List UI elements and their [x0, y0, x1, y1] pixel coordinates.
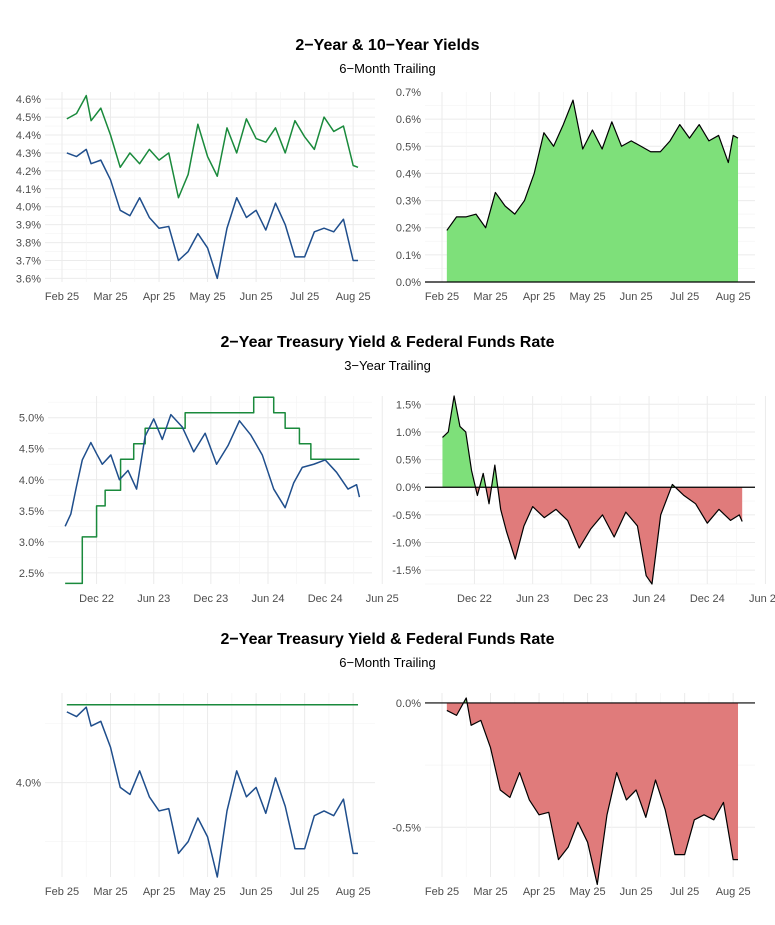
y-tick-label: -0.5% [392, 822, 421, 834]
y-tick-label: 0.4% [396, 168, 421, 180]
x-tick-label: Jun 25 [366, 593, 399, 605]
area-outline [442, 395, 743, 585]
y-tick-label: 3.7% [16, 255, 41, 267]
x-tick-label: May 25 [190, 291, 226, 303]
x-tick-label: Mar 25 [473, 886, 507, 898]
x-tick-label: Jun 25 [620, 886, 653, 898]
y-tick-label: 0.3% [396, 196, 421, 208]
section-title-3: 2−Year Treasury Yield & Federal Funds Ra… [220, 631, 555, 648]
x-tick-label: Jul 25 [670, 291, 699, 303]
x-tick-label: Feb 25 [45, 291, 79, 303]
y-tick-label: 3.8% [16, 238, 41, 250]
x-tick-label: Aug 25 [716, 291, 751, 303]
x-tick-label: Apr 25 [523, 886, 555, 898]
y-tick-label: 0.0% [396, 277, 421, 289]
x-tick-label: Mar 25 [473, 291, 507, 303]
x-tick-label: Jun 25 [620, 291, 653, 303]
section-subtitle-1: 6−Month Trailing [339, 61, 436, 76]
x-tick-label: May 25 [570, 291, 606, 303]
y-tick-label: 0.1% [396, 250, 421, 262]
area-negative [475, 487, 743, 584]
x-tick-label: Dec 23 [573, 593, 608, 605]
x-tick-label: Feb 25 [425, 886, 459, 898]
y-tick-label: 1.0% [396, 427, 421, 439]
y-tick-label: 0.0% [396, 482, 421, 494]
x-tick-label: Feb 25 [425, 291, 459, 303]
x-tick-label: Jul 25 [290, 886, 319, 898]
section-title-2: 2−Year Treasury Yield & Federal Funds Ra… [220, 334, 555, 351]
y-tick-label: 4.0% [19, 475, 44, 487]
x-tick-label: Jun 23 [137, 593, 170, 605]
y-tick-label: -1.0% [392, 538, 421, 550]
x-tick-label: Mar 25 [93, 291, 127, 303]
series-line-0 [65, 396, 360, 585]
y-tick-label: 4.5% [19, 444, 44, 456]
y-tick-label: 4.0% [16, 202, 41, 214]
y-tick-label: 0.5% [396, 455, 421, 467]
x-tick-label: Apr 25 [143, 291, 175, 303]
y-tick-label: 4.0% [16, 778, 41, 790]
x-tick-label: Dec 23 [193, 593, 228, 605]
y-tick-label: 3.0% [19, 537, 44, 549]
y-tick-label: 4.1% [16, 184, 41, 196]
x-tick-label: Jun 23 [516, 593, 549, 605]
x-tick-label: Mar 25 [93, 886, 127, 898]
series-line-1 [64, 413, 361, 527]
series-line-1 [66, 706, 359, 878]
y-tick-label: 4.5% [16, 112, 41, 124]
x-tick-label: Jun 24 [633, 593, 666, 605]
y-tick-label: -0.5% [392, 510, 421, 522]
y-tick-label: 4.6% [16, 94, 41, 106]
area-outline [446, 697, 739, 886]
x-tick-label: Jul 25 [670, 886, 699, 898]
y-tick-label: 0.0% [396, 698, 421, 710]
x-tick-label: Jun 24 [251, 593, 284, 605]
y-tick-label: 0.2% [396, 223, 421, 235]
y-tick-label: 1.5% [396, 399, 421, 411]
x-tick-label: Dec 22 [79, 593, 114, 605]
series-line-0 [66, 94, 359, 199]
x-tick-label: Apr 25 [523, 291, 555, 303]
y-tick-label: 0.7% [396, 87, 421, 99]
y-tick-label: 4.2% [16, 166, 41, 178]
y-tick-label: 3.9% [16, 220, 41, 232]
x-tick-label: May 25 [190, 886, 226, 898]
area-positive [446, 100, 739, 282]
x-tick-label: Apr 25 [143, 886, 175, 898]
y-tick-label: 4.3% [16, 148, 41, 160]
section-subtitle-3: 6−Month Trailing [339, 655, 436, 670]
y-tick-label: 5.0% [19, 413, 44, 425]
y-tick-label: -1.5% [392, 565, 421, 577]
y-tick-label: 0.5% [396, 141, 421, 153]
x-tick-label: Aug 25 [336, 886, 371, 898]
x-tick-label: Jun 25 [240, 291, 273, 303]
area-outline [446, 99, 739, 231]
x-tick-label: Jun 25 [240, 886, 273, 898]
section-subtitle-2: 3−Year Trailing [344, 358, 431, 373]
series-line-1 [66, 148, 359, 280]
y-tick-label: 4.4% [16, 130, 41, 142]
y-tick-label: 3.5% [19, 506, 44, 518]
area-positive [442, 396, 743, 488]
y-tick-label: 3.6% [16, 273, 41, 285]
x-tick-label: Dec 24 [308, 593, 343, 605]
x-tick-label: Jul 25 [290, 291, 319, 303]
section-title-1: 2−Year & 10−Year Yields [295, 37, 480, 54]
x-tick-label: Feb 25 [45, 886, 79, 898]
x-tick-label: Jun 25 [749, 593, 775, 605]
x-tick-label: May 25 [570, 886, 606, 898]
y-tick-label: 2.5% [19, 568, 44, 580]
x-tick-label: Dec 22 [457, 593, 492, 605]
x-tick-label: Dec 24 [690, 593, 725, 605]
x-tick-label: Aug 25 [336, 291, 371, 303]
y-tick-label: 0.6% [396, 114, 421, 126]
area-negative [446, 702, 739, 885]
x-tick-label: Aug 25 [716, 886, 751, 898]
